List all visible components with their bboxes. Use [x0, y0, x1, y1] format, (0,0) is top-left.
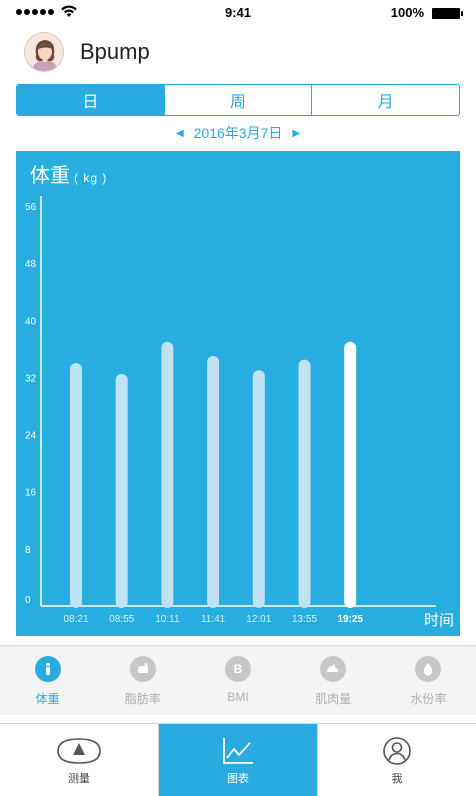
tab-me-label: 我 — [391, 773, 403, 785]
x-tick-label: 08:21 — [63, 614, 88, 625]
bar — [115, 373, 128, 608]
avatar-image — [25, 33, 63, 71]
y-tick-label: 24 — [25, 431, 37, 442]
weight-chart-panel: 体重 ( kg ) 0 8 16 24 32 40 48 56 08:21 08:55 10:11 11… — [16, 151, 460, 636]
segment-week[interactable]: 周 — [163, 85, 312, 115]
segment-day[interactable]: 日 — [17, 85, 164, 115]
person-icon — [34, 656, 61, 682]
bar — [298, 359, 311, 608]
next-date-icon[interactable]: ▶ — [292, 127, 301, 139]
previous-date-icon[interactable]: ◀ — [175, 127, 184, 139]
bar — [161, 341, 174, 608]
chart-title-text: 体重 — [30, 165, 70, 187]
x-tick-label: 08:55 — [109, 614, 134, 625]
x-tick-label: 12:01 — [246, 614, 271, 625]
metric-tab[interactable]: B BMI — [190, 646, 285, 715]
bar — [344, 341, 357, 608]
fat-icon — [129, 656, 156, 682]
segment-month[interactable]: 月 — [311, 85, 459, 115]
x-tick-label: 10:11 — [155, 614, 180, 625]
x-tick-label: 13:55 — [292, 614, 317, 625]
water-drop-icon — [415, 656, 442, 682]
metric-tab-label: BMI — [227, 690, 249, 704]
signal-icon — [16, 9, 54, 15]
metric-tab[interactable]: 体重 — [0, 646, 95, 715]
battery-icon — [432, 8, 463, 19]
y-tick-label: 32 — [25, 373, 37, 384]
tab-chart-label: 图表 — [227, 773, 249, 785]
tab-measure-label: 测量 — [68, 773, 90, 785]
avatar[interactable] — [24, 32, 64, 72]
x-tick-label: 11:41 — [201, 614, 226, 625]
muscle-icon — [320, 656, 347, 682]
wifi-icon — [61, 5, 77, 17]
metric-tab[interactable]: 肌肉量 — [286, 646, 381, 715]
user-icon — [383, 737, 411, 765]
metric-tab-label: 脂肪率 — [124, 692, 161, 706]
username: Bpump — [80, 39, 150, 64]
tab-measure[interactable]: 测量 — [0, 724, 158, 796]
bar — [207, 356, 220, 608]
y-tick-label: 56 — [25, 202, 37, 213]
bar — [252, 370, 265, 608]
y-tick-label: 8 — [25, 545, 31, 556]
y-tick-label: 0 — [25, 595, 31, 606]
metric-tabs: 体重 脂肪率 B BMI 肌肉量 水份率 — [0, 645, 476, 715]
date-navigator: ◀ 2016年3月7日 ▶ — [0, 122, 476, 144]
metric-tab[interactable]: 水份率 — [381, 646, 476, 715]
status-time: 9:41 — [224, 5, 252, 20]
y-tick-label: 16 — [25, 488, 37, 499]
bottom-tab-bar: 测量 图表 我 — [0, 723, 476, 796]
chart-title: 体重 ( kg ) — [30, 159, 107, 188]
bar — [70, 363, 82, 608]
chart-unit: ( kg ) — [74, 171, 108, 185]
tab-chart[interactable]: 图表 — [158, 724, 317, 796]
metric-tab[interactable]: 脂肪率 — [95, 646, 190, 715]
chart-line-icon — [223, 738, 253, 764]
metric-tab-label: 水份率 — [410, 692, 447, 706]
header: Bpump — [0, 30, 476, 76]
scale-icon — [57, 738, 101, 764]
x-axis-label: 时间 — [424, 612, 454, 629]
period-segmented-control: 日 周 月 — [16, 84, 460, 116]
y-tick-label: 48 — [25, 259, 37, 270]
x-tick-label: 19:25 — [337, 614, 363, 625]
bmi-icon: B — [225, 656, 251, 682]
y-tick-label: 40 — [25, 316, 37, 327]
status-bar: 9:41 100% — [0, 0, 476, 26]
tab-me[interactable]: 我 — [317, 724, 476, 796]
current-date: 2016年3月7日 — [193, 125, 283, 141]
weight-bar-chart: 0 8 16 24 32 40 48 56 08:21 08:55 10:11 11:41 12:01 1… — [25, 196, 454, 629]
metric-tab-label: 肌肉量 — [315, 692, 352, 706]
battery-percent: 100% — [390, 5, 424, 20]
metric-tab-label: 体重 — [35, 692, 60, 706]
